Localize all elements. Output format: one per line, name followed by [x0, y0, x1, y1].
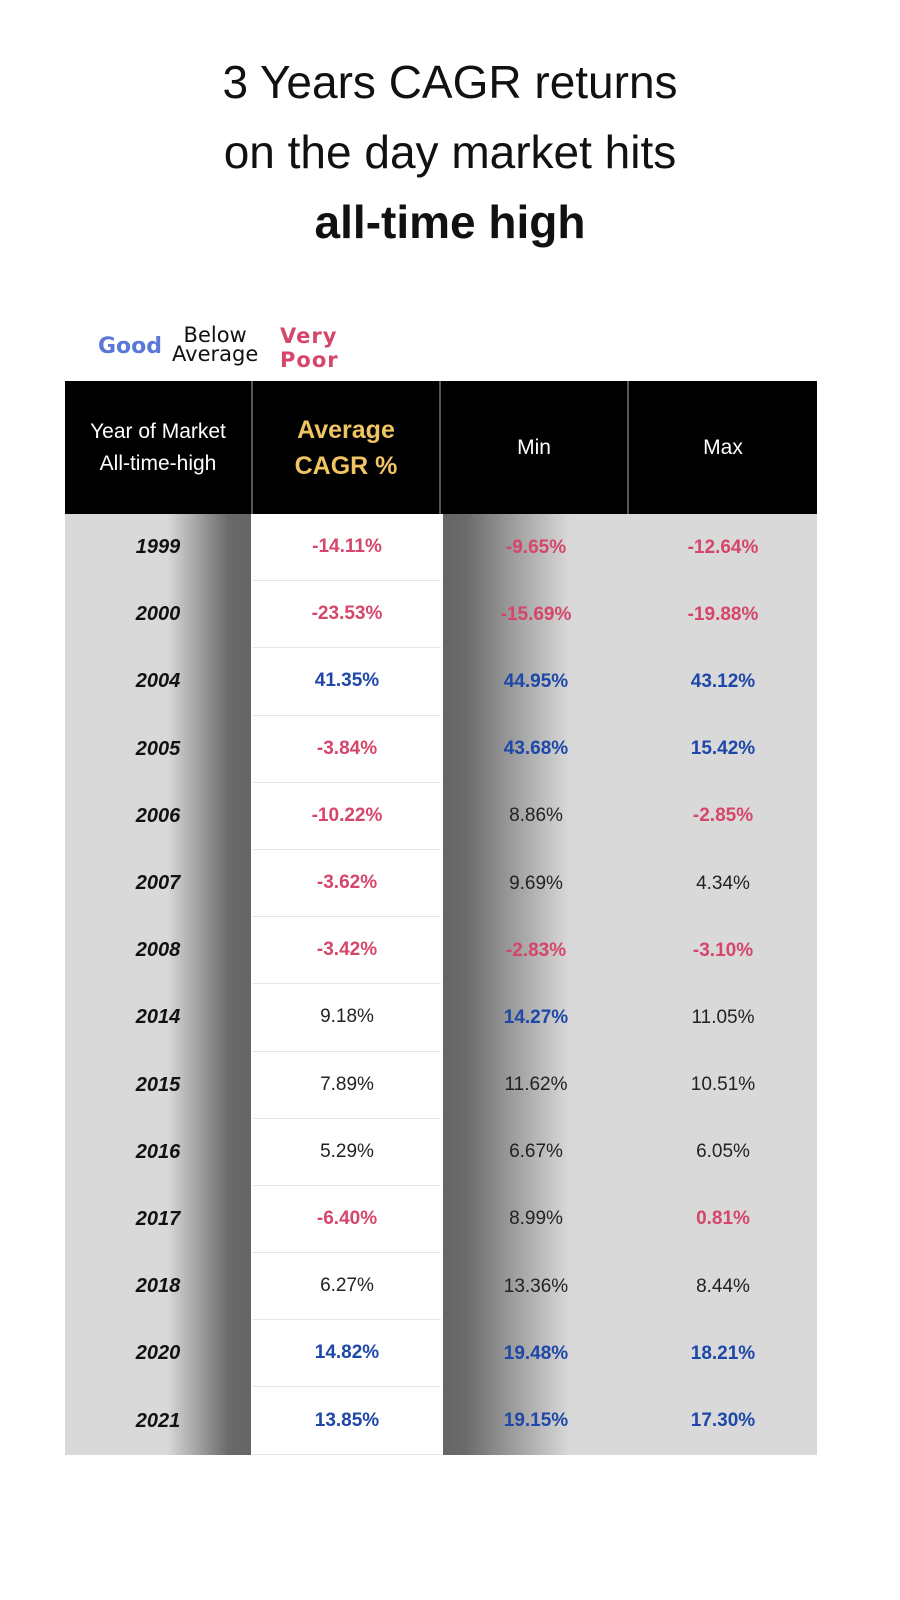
cell-min: 8.99% [509, 1208, 563, 1230]
cell-avg: 6.27% [253, 1253, 441, 1321]
cell-max: 6.05% [696, 1141, 750, 1163]
cell-avg: -23.53% [253, 581, 441, 649]
title-line-3: all-time high [314, 196, 586, 248]
cell-max: 0.81% [696, 1208, 750, 1230]
header-min: Min [441, 381, 629, 514]
cell-avg: 14.82% [253, 1320, 441, 1388]
cell-min: -15.69% [500, 603, 572, 625]
cell-max: -3.10% [692, 939, 754, 961]
cell-year: 2008 [135, 939, 181, 962]
legend-below-average: Below Average [172, 323, 259, 366]
cell-min: 19.48% [503, 1342, 569, 1364]
cell-min: 6.67% [509, 1141, 563, 1163]
cell-min: 14.27% [503, 1006, 569, 1028]
title-line-2: on the day market hits [223, 126, 677, 178]
cell-avg: -3.42% [253, 917, 441, 985]
table-body: 1999 2000 2004 2005 2006 2007 2008 2014 2015 2016… [65, 514, 817, 1455]
cell-year: 2006 [135, 804, 181, 827]
legend-very-poor: Very Poor [280, 324, 339, 372]
cell-avg: -14.11% [253, 514, 441, 582]
title-line-1: 3 Years CAGR returns [222, 56, 678, 108]
cell-min: 11.62% [504, 1074, 568, 1096]
cell-year: 2021 [135, 1409, 181, 1432]
cell-year: 2005 [135, 737, 181, 760]
header-average-cagr: Average CAGR % [253, 381, 441, 514]
column-min: -9.65% -15.69% 44.95% 43.68% 8.86% 9.69% -2.83… [441, 514, 629, 1455]
cell-min: 8.86% [509, 805, 563, 827]
cell-max: -19.88% [687, 603, 759, 625]
cell-max: 18.21% [690, 1342, 756, 1364]
cell-max: 17.30% [690, 1410, 756, 1432]
cell-avg: 5.29% [253, 1119, 441, 1186]
cell-max: -2.85% [692, 805, 754, 827]
cell-avg: -3.62% [253, 850, 441, 918]
header-max: Max [703, 435, 743, 459]
cell-min: 19.15% [503, 1410, 569, 1432]
cell-max: 11.05% [691, 1006, 755, 1028]
cell-avg: -6.40% [253, 1186, 441, 1254]
cell-year: 2018 [135, 1275, 181, 1298]
cell-year: 1999 [135, 536, 181, 559]
cell-year: 2017 [135, 1207, 181, 1230]
table-header: Year of Market All-time-high Average CAG… [65, 381, 817, 514]
cell-avg: -10.22% [253, 783, 441, 850]
cell-year: 2015 [135, 1073, 181, 1096]
cell-max: 43.12% [690, 670, 756, 692]
cell-min: 13.36% [503, 1275, 569, 1297]
cell-min: 9.69% [509, 872, 563, 894]
cell-avg: 13.85% [253, 1387, 441, 1455]
cell-avg: 7.89% [253, 1052, 441, 1119]
cell-avg: -3.84% [253, 716, 441, 783]
cell-max: 8.44% [696, 1275, 750, 1297]
column-year: 1999 2000 2004 2005 2006 2007 2008 2014 2015 2016… [65, 514, 253, 1455]
cell-year: 2020 [135, 1342, 181, 1365]
cagr-table: Year of Market All-time-high Average CAG… [65, 381, 817, 1455]
cell-year: 2016 [135, 1140, 181, 1163]
cell-min: 43.68% [503, 738, 569, 760]
column-average: -14.11% -23.53% 41.35% -3.84% -10.22% -3.62% -… [253, 514, 441, 1455]
cell-max: 10.51% [690, 1074, 756, 1096]
cell-year: 2000 [135, 603, 181, 626]
cell-min: -2.83% [505, 939, 567, 961]
cell-year: 2004 [135, 670, 181, 693]
cell-year: 2014 [135, 1006, 181, 1029]
column-max: -12.64% -19.88% 43.12% 15.42% -2.85% 4.34% -3.… [629, 514, 817, 1455]
cell-max: 4.34% [696, 872, 750, 894]
legend-good: Good [98, 334, 163, 359]
cell-avg: 9.18% [253, 984, 441, 1052]
cell-max: 15.42% [690, 738, 756, 760]
cell-min: -9.65% [505, 536, 567, 558]
cell-min: 44.95% [503, 670, 569, 692]
header-year: Year of Market All-time-high [65, 381, 253, 514]
cell-year: 2007 [135, 872, 181, 895]
cell-max: -12.64% [687, 536, 759, 558]
cell-avg: 41.35% [253, 648, 441, 716]
